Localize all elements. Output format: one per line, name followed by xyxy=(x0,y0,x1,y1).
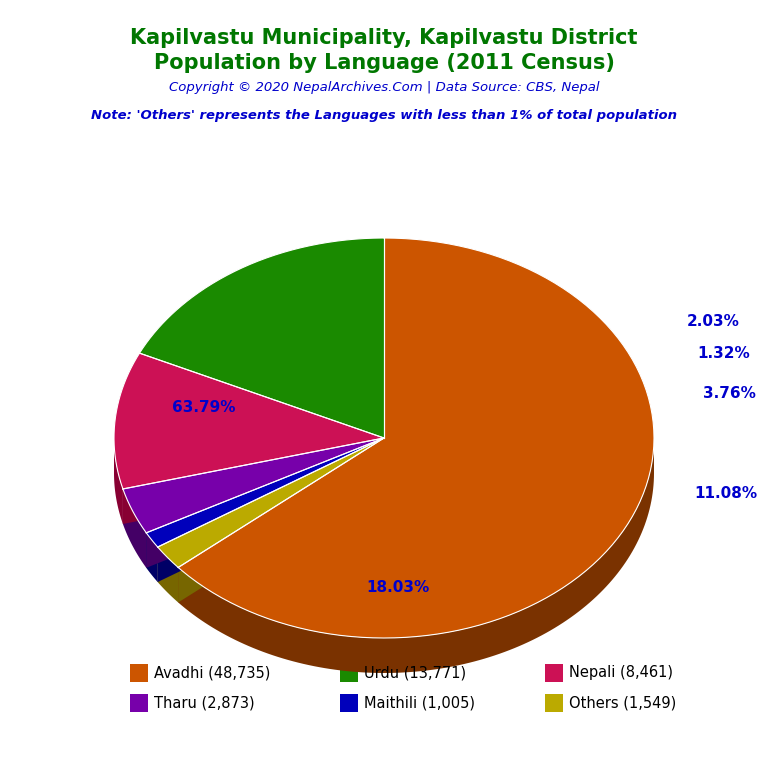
Polygon shape xyxy=(123,438,384,533)
Text: Tharu (2,873): Tharu (2,873) xyxy=(154,696,255,710)
Polygon shape xyxy=(157,438,384,568)
Polygon shape xyxy=(157,438,384,582)
FancyBboxPatch shape xyxy=(545,694,563,712)
FancyBboxPatch shape xyxy=(130,694,148,712)
Polygon shape xyxy=(157,438,384,582)
FancyBboxPatch shape xyxy=(340,664,358,682)
Polygon shape xyxy=(157,547,178,602)
Polygon shape xyxy=(114,439,123,524)
FancyBboxPatch shape xyxy=(130,664,148,682)
Text: Note: 'Others' represents the Languages with less than 1% of total population: Note: 'Others' represents the Languages … xyxy=(91,110,677,123)
Polygon shape xyxy=(178,238,654,638)
Text: Kapilvastu Municipality, Kapilvastu District: Kapilvastu Municipality, Kapilvastu Dist… xyxy=(131,28,637,48)
Text: Nepali (8,461): Nepali (8,461) xyxy=(569,666,673,680)
Polygon shape xyxy=(178,438,384,602)
Text: Avadhi (48,735): Avadhi (48,735) xyxy=(154,666,270,680)
Polygon shape xyxy=(114,353,384,489)
Polygon shape xyxy=(123,438,384,524)
Text: Others (1,549): Others (1,549) xyxy=(569,696,677,710)
Polygon shape xyxy=(146,438,384,547)
FancyBboxPatch shape xyxy=(340,694,358,712)
Polygon shape xyxy=(178,438,384,602)
Polygon shape xyxy=(140,238,384,438)
Text: Population by Language (2011 Census): Population by Language (2011 Census) xyxy=(154,53,614,73)
Text: 63.79%: 63.79% xyxy=(172,400,236,415)
Text: Copyright © 2020 NepalArchives.Com | Data Source: CBS, Nepal: Copyright © 2020 NepalArchives.Com | Dat… xyxy=(169,81,599,94)
Polygon shape xyxy=(146,438,384,568)
Text: 11.08%: 11.08% xyxy=(694,486,757,502)
Text: 3.76%: 3.76% xyxy=(703,386,756,402)
Polygon shape xyxy=(123,489,146,568)
Text: 1.32%: 1.32% xyxy=(697,346,750,362)
Text: 2.03%: 2.03% xyxy=(687,315,740,329)
Text: Urdu (13,771): Urdu (13,771) xyxy=(364,666,466,680)
Polygon shape xyxy=(123,438,384,524)
Polygon shape xyxy=(178,438,654,673)
Polygon shape xyxy=(146,533,157,582)
Polygon shape xyxy=(146,438,384,568)
Text: Maithili (1,005): Maithili (1,005) xyxy=(364,696,475,710)
Text: 18.03%: 18.03% xyxy=(366,581,429,595)
FancyBboxPatch shape xyxy=(545,664,563,682)
